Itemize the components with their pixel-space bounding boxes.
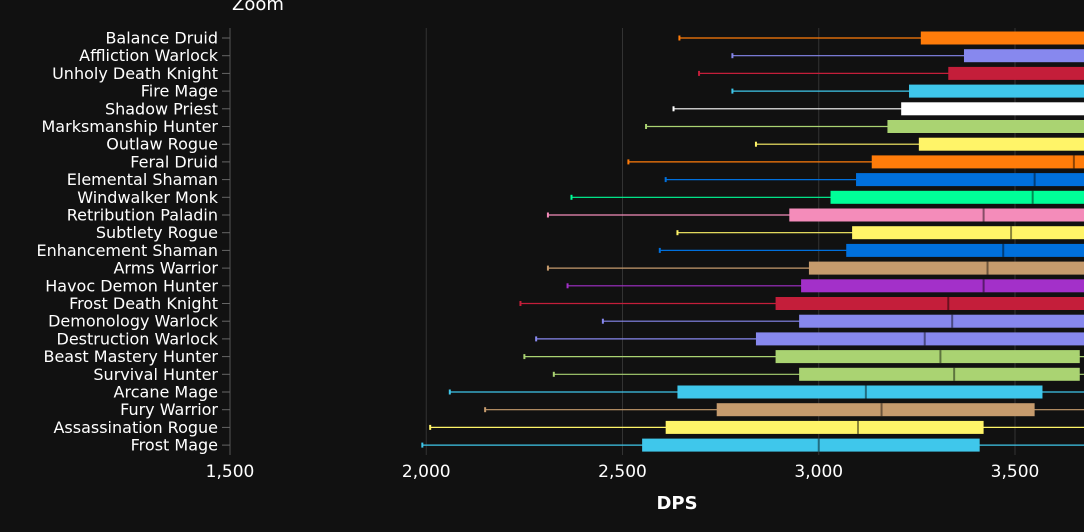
category-label: Marksmanship Hunter <box>42 117 219 136</box>
category-label: Havoc Demon Hunter <box>45 276 218 295</box>
box <box>909 84 1084 98</box>
box <box>677 385 1043 399</box>
category-label: Demonology Warlock <box>48 312 219 331</box>
x-axis-title: DPS <box>656 493 697 514</box>
box <box>830 190 1084 204</box>
category-label: Arms Warrior <box>113 259 218 278</box>
box <box>801 279 1084 293</box>
box <box>799 314 1084 328</box>
box <box>716 403 1035 417</box>
category-label: Shadow Priest <box>105 99 218 118</box>
box <box>642 438 980 452</box>
category-label: Survival Hunter <box>93 365 218 384</box>
category-label: Beast Mastery Hunter <box>43 347 218 366</box>
box <box>963 49 1084 63</box>
box <box>918 137 1084 151</box>
category-label: Unholy Death Knight <box>52 64 218 83</box>
x-tick-label: 1,500 <box>206 462 255 482</box>
x-tick-label: 3,500 <box>991 462 1040 482</box>
box <box>846 243 1084 257</box>
category-label: Frost Death Knight <box>69 294 218 313</box>
category-label: Assassination Rogue <box>53 418 218 437</box>
category-label: Outlaw Rogue <box>106 135 218 154</box>
box <box>852 226 1084 240</box>
category-label: Frost Mage <box>131 436 218 455</box>
x-tick-label: 2,500 <box>598 462 647 482</box>
x-tick-labels: 1,5002,0002,5003,0003,5004,0004,5005,000… <box>206 462 1040 482</box>
box <box>775 297 1084 310</box>
box <box>871 155 1084 169</box>
box <box>789 208 1084 222</box>
box <box>901 102 1084 116</box>
box <box>920 31 1084 45</box>
category-label: Arcane Mage <box>114 383 218 402</box>
box <box>808 261 1084 275</box>
category-label: Fury Warrior <box>120 400 218 419</box>
grid-lines <box>229 28 1016 455</box>
box <box>755 332 1084 346</box>
x-tick-label: 2,000 <box>402 462 451 482</box>
category-label: Fire Mage <box>141 82 218 101</box>
category-label: Balance Druid <box>105 29 218 48</box>
category-label: Elemental Shaman <box>67 170 218 189</box>
x-tick-label: 3,000 <box>794 462 843 482</box>
box <box>856 173 1084 187</box>
category-label: Subtlety Rogue <box>96 223 218 242</box>
category-label: Affliction Warlock <box>79 46 219 65</box>
box <box>665 420 984 434</box>
zoom-label[interactable]: Zoom <box>232 0 284 15</box>
box <box>799 367 1080 381</box>
box <box>775 350 1080 364</box>
category-label: Feral Druid <box>130 152 218 171</box>
box <box>948 66 1084 80</box>
category-label: Enhancement Shaman <box>36 241 218 260</box>
boxes <box>642 31 1084 452</box>
category-label: Windwalker Monk <box>77 188 218 207</box>
category-label: Retribution Paladin <box>67 206 218 225</box>
category-label: Destruction Warlock <box>57 329 219 348</box>
box <box>887 120 1084 133</box>
